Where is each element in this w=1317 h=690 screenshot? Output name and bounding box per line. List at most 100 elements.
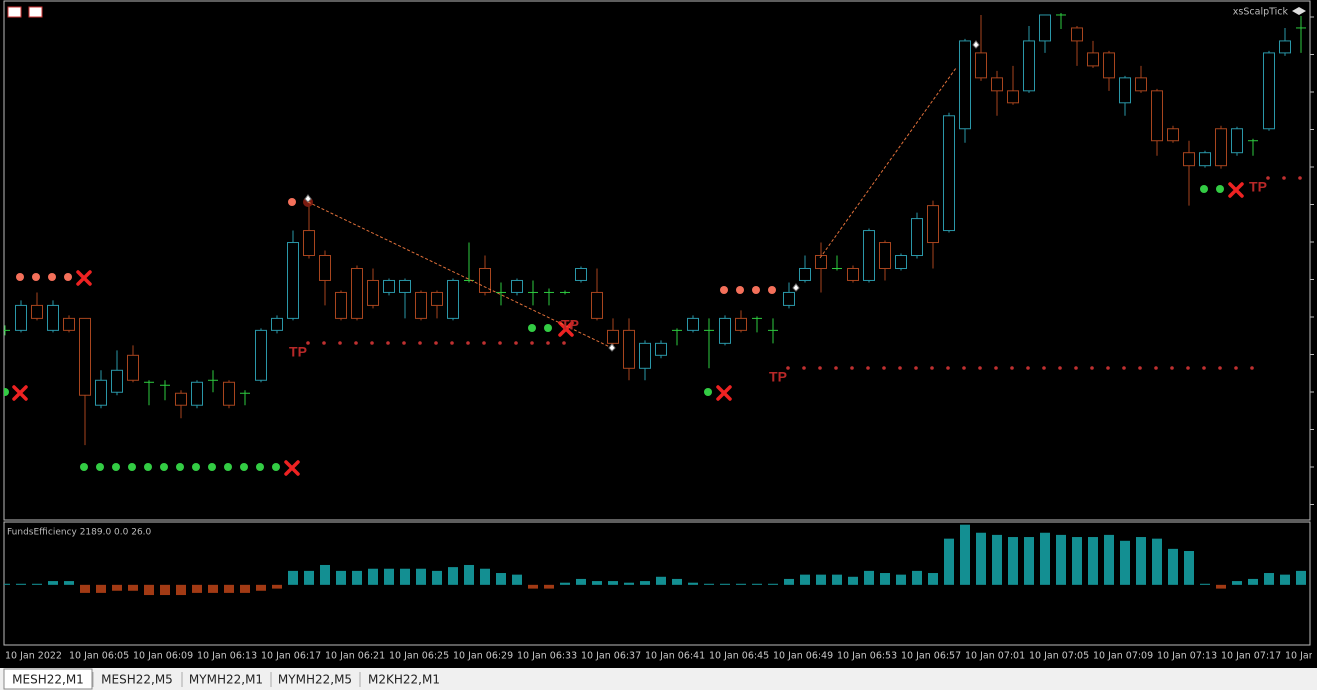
x-tick-label: 10 Jan 06:13 (197, 651, 257, 662)
tp-dot (1026, 366, 1030, 370)
histogram-bar (1088, 537, 1098, 585)
histogram-bar (304, 570, 314, 585)
candle-body (991, 77, 1003, 92)
tab-label[interactable]: MESH22,M1 (12, 673, 84, 687)
main-panel (3, 0, 1311, 521)
histogram-bar (208, 584, 218, 593)
histogram-bar (880, 573, 890, 585)
candle-body (799, 267, 811, 281)
candle-body (975, 52, 987, 79)
candle-body (303, 230, 315, 257)
x-tick-label: 10 Jan 06:29 (453, 651, 513, 662)
tp-label: TP (289, 344, 307, 360)
histogram-bar (336, 570, 346, 585)
candle-body (1199, 152, 1211, 167)
tab[interactable] (182, 669, 270, 689)
histogram-bar (912, 570, 922, 585)
histogram-bar (272, 584, 282, 589)
tp-dot (1282, 176, 1286, 180)
histogram-bar (192, 584, 202, 593)
candle-body (415, 291, 427, 319)
candle-body (1231, 128, 1243, 154)
signal-dot (64, 273, 72, 281)
histogram-bar (848, 576, 858, 585)
histogram-bar (96, 584, 106, 593)
tp-dot (1138, 366, 1142, 370)
signal-dot (528, 324, 536, 332)
signal-dot (256, 463, 264, 471)
candle-body (623, 329, 635, 369)
candle-body (1263, 52, 1275, 130)
tp-dot (786, 366, 790, 370)
tp-dot (866, 366, 870, 370)
signal-dot (128, 463, 136, 471)
x-tick-label: 10 Jan 06:41 (645, 651, 705, 662)
signal-dot (736, 286, 744, 294)
signal-dot (192, 463, 200, 471)
histogram-bar (768, 583, 778, 585)
tp-dot (818, 366, 822, 370)
candle-body (15, 304, 27, 331)
arrow-mark (792, 283, 800, 292)
candle-body (687, 317, 699, 331)
histogram-bar (944, 538, 954, 585)
tp-dot (1186, 366, 1190, 370)
candle-body (1215, 128, 1227, 167)
tp-dot (1042, 366, 1046, 370)
indicator-label: FundsEfficiency 2189.0 0.0 26.0 (7, 528, 152, 538)
signal-dot (720, 286, 728, 294)
signal-dot (768, 286, 776, 294)
tp-dot (530, 341, 534, 345)
tp-dot (450, 341, 454, 345)
x-tick-label: 10 Jan 06:05 (69, 651, 129, 662)
x-tick-label: 10 Jan 07:01 (965, 651, 1025, 662)
tp-dot (482, 341, 486, 345)
tp-dot (1218, 366, 1222, 370)
histogram-bar (592, 581, 602, 585)
histogram-bar (736, 583, 746, 585)
tp-dot (338, 341, 342, 345)
histogram-bar (672, 578, 682, 585)
tab-label[interactable]: MYMH22,M5 (278, 673, 352, 687)
watermark-icon (1292, 7, 1306, 15)
candle-body (1151, 90, 1163, 142)
indicator-panel (3, 521, 1311, 646)
tp-dot (930, 366, 934, 370)
candle-body (479, 267, 491, 293)
tp-dot (1122, 366, 1126, 370)
candle-body (47, 304, 59, 331)
tab-label[interactable]: MESH22,M5 (101, 673, 173, 687)
histogram-bar (352, 570, 362, 585)
tp-dot (1170, 366, 1174, 370)
histogram-bar (528, 584, 538, 589)
tp-dot (1202, 366, 1206, 370)
tp-dot (466, 341, 470, 345)
tp-dot (962, 366, 966, 370)
tab-label[interactable]: M2KH22,M1 (368, 673, 440, 687)
tab[interactable] (93, 669, 181, 689)
trade-line (307, 201, 613, 349)
histogram-bar (144, 584, 154, 596)
candle-body (1023, 40, 1035, 92)
tab-label[interactable]: MYMH22,M1 (189, 673, 263, 687)
tab[interactable] (3, 668, 93, 690)
stop-cross (76, 270, 92, 286)
histogram-bar (1168, 548, 1178, 585)
histogram-bar (960, 524, 970, 585)
histogram-bar (1232, 581, 1242, 585)
x-tick-label: 10 Jan 06:49 (773, 651, 833, 662)
tp-dot (514, 341, 518, 345)
x-tick-label: 10 Jan 2022 (5, 651, 62, 662)
candle-body (223, 381, 235, 406)
signal-dot (4, 388, 9, 396)
histogram-bar (928, 573, 938, 585)
histogram-bar (32, 583, 42, 585)
histogram-bar (784, 578, 794, 585)
tab[interactable] (360, 669, 448, 689)
tab[interactable] (271, 669, 359, 689)
x-tick-label: 10 Jan 06:37 (581, 651, 641, 662)
histogram-bar (320, 564, 330, 585)
histogram-bar (1184, 551, 1194, 585)
tp-dot (898, 366, 902, 370)
